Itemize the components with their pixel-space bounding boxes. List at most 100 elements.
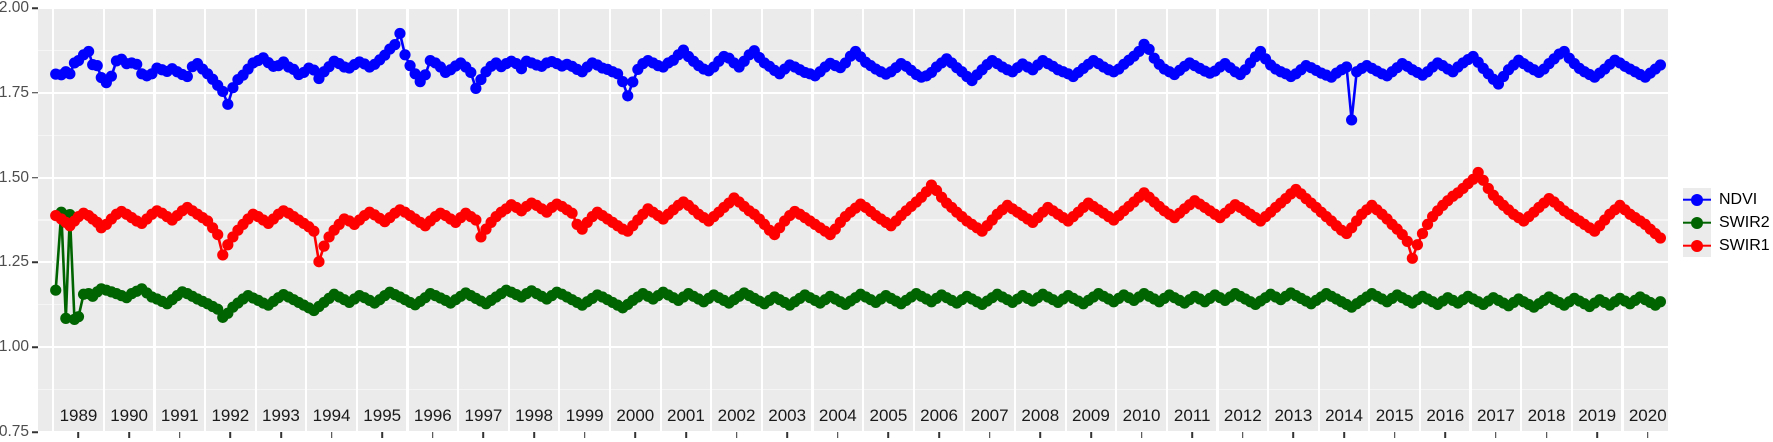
- data-point: [566, 207, 578, 219]
- data-point: [1406, 252, 1418, 264]
- x-axis-tick-label: 2017: [1476, 406, 1515, 425]
- legend-key-swatch: [1683, 211, 1711, 234]
- x-axis-tick-mark: [988, 432, 991, 438]
- data-point: [318, 240, 330, 252]
- data-point: [627, 76, 639, 88]
- gridline-major-horizontal: [38, 176, 1668, 179]
- gridline-major-horizontal: [38, 91, 1668, 94]
- gridline-major-horizontal: [38, 430, 1668, 432]
- y-axis-tick-label: 1.00: [0, 338, 29, 356]
- x-axis-tick-mark: [1646, 432, 1649, 438]
- y-axis: 2.00 1.75 1.50 1.25 1.00 0.75: [0, 0, 38, 442]
- data-point: [212, 228, 224, 241]
- data-point: [212, 303, 224, 315]
- legend-item-label: NDVI: [1719, 190, 1758, 208]
- y-axis-tick-label: 1.75: [0, 83, 29, 101]
- x-axis-tick-label: 1995: [363, 406, 402, 425]
- x-axis-tick-mark: [128, 432, 130, 438]
- data-point: [64, 68, 76, 80]
- y-axis-tick-label: 1.50: [0, 168, 29, 186]
- data-point: [389, 39, 401, 51]
- y-axis-tick-label: 0.75: [0, 423, 29, 440]
- series-swir1: [50, 166, 1667, 268]
- data-point: [60, 312, 72, 324]
- x-axis-tick-mark: [1292, 432, 1295, 438]
- data-point: [399, 49, 411, 61]
- data-point: [1654, 232, 1667, 244]
- x-axis-tick-label: 1989: [59, 406, 98, 425]
- x-axis-tick-mark: [1039, 432, 1042, 438]
- x-axis-tick-label: 1992: [211, 406, 250, 425]
- legend-item-swir2[interactable]: SWIR2: [1683, 211, 1770, 234]
- gridline-major-vertical: [1165, 8, 1168, 432]
- x-axis-tick-mark: [77, 432, 80, 438]
- data-point: [470, 214, 482, 226]
- data-point: [308, 225, 320, 237]
- series-layer: [50, 27, 1667, 325]
- gridline-major-horizontal: [38, 346, 1668, 349]
- y-axis-tick-label: 2.00: [0, 0, 29, 16]
- data-point: [313, 256, 325, 268]
- gridline-minor-horizontal: [38, 389, 1668, 391]
- x-axis-tick-mark: [837, 432, 839, 438]
- data-point: [1477, 174, 1489, 186]
- gridline-major-vertical: [862, 8, 865, 432]
- x-axis-tick-mark: [1241, 432, 1244, 438]
- data-point: [83, 45, 95, 58]
- x-axis-tick-label: 2010: [1122, 406, 1161, 425]
- x-axis-tick-mark: [1596, 432, 1598, 438]
- legend-item-label: SWIR1: [1719, 236, 1770, 254]
- x-axis-tick-mark: [1393, 432, 1396, 438]
- data-point: [1654, 59, 1667, 71]
- data-point: [465, 66, 477, 79]
- x-axis-tick-label: 2004: [818, 406, 857, 425]
- x-axis-tick-mark: [533, 432, 535, 438]
- series-swir2: [50, 206, 1667, 325]
- data-point: [50, 284, 62, 296]
- x-axis-tick-label: 1991: [160, 406, 199, 425]
- x-axis-tick-label: 2015: [1375, 406, 1414, 425]
- data-point: [217, 85, 229, 98]
- data-point: [1654, 296, 1667, 308]
- y-axis-tick-mark: [32, 176, 38, 179]
- x-axis-tick-mark: [634, 432, 637, 438]
- gridline-minor-horizontal: [38, 134, 1668, 136]
- legend-key-point-icon: [1691, 193, 1703, 206]
- data-point: [1416, 227, 1429, 240]
- x-axis-tick-label: 2012: [1223, 406, 1262, 425]
- data-point: [404, 60, 416, 72]
- data-point: [105, 70, 117, 82]
- data-point: [419, 69, 431, 81]
- legend-item-ndvi[interactable]: NDVI: [1683, 188, 1770, 211]
- x-axis-tick-mark: [432, 432, 434, 438]
- x-axis-tick-label: 1996: [413, 406, 452, 425]
- gridline-major-vertical: [507, 8, 510, 432]
- x-axis-tick-label: 1998: [515, 406, 553, 425]
- x-axis-tick-mark: [735, 432, 738, 438]
- x-axis-tick-label: 2020: [1628, 406, 1667, 425]
- legend-key-point-icon: [1691, 239, 1703, 252]
- y-axis-tick-mark: [32, 92, 38, 94]
- x-axis-tick-mark: [280, 432, 282, 438]
- legend-item-swir1[interactable]: SWIR1: [1683, 234, 1770, 257]
- x-axis-tick-label: 2001: [667, 406, 705, 425]
- plot-panel: 1989 1990 1991 1992 1993 1994 1995 1996 1997 1998…: [38, 8, 1668, 432]
- x-axis-tick-mark: [229, 432, 232, 438]
- data-point: [72, 311, 85, 323]
- data-point: [227, 82, 239, 94]
- data-point: [622, 90, 634, 102]
- x-axis-tick-mark: [887, 432, 890, 438]
- x-axis-tick-label: 2011: [1173, 406, 1211, 425]
- legend-key-swatch: [1683, 188, 1711, 211]
- x-axis-tick-mark: [1191, 432, 1193, 438]
- x-axis-tick-mark: [938, 432, 940, 438]
- gridline-major-vertical: [1317, 8, 1320, 432]
- x-axis-tick-label: 2013: [1274, 406, 1313, 425]
- x-axis-tick-mark: [1140, 432, 1143, 438]
- x-axis-tick-label: 1990: [110, 406, 149, 425]
- gridline-minor-horizontal: [38, 219, 1668, 221]
- x-axis-tick-label: 1993: [262, 406, 300, 425]
- y-axis-tick-mark: [32, 431, 38, 433]
- data-point: [470, 82, 482, 94]
